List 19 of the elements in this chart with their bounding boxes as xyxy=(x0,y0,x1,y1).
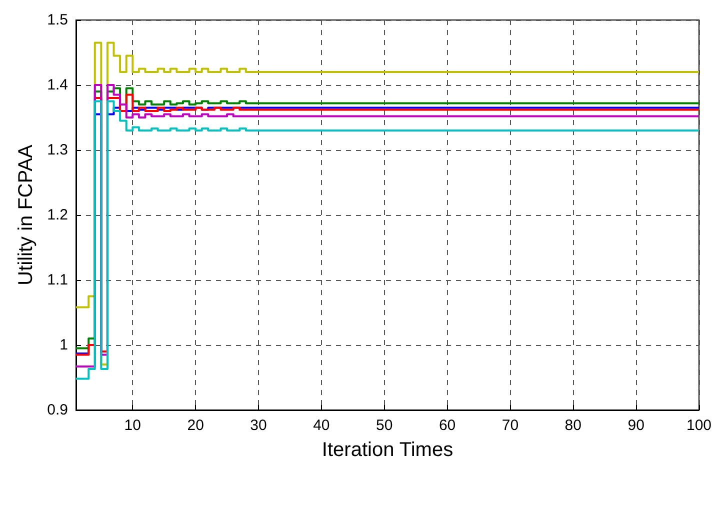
y-tick-label: 1.4 xyxy=(47,76,68,94)
x-tick-label: 40 xyxy=(313,417,330,434)
y-tick-label: 1.5 xyxy=(47,12,68,28)
y-tick-label: 1.3 xyxy=(47,142,68,158)
x-tick-label: 100 xyxy=(686,417,712,434)
y-tick-label: 1.1 xyxy=(47,272,68,288)
y-tick-label: 1 xyxy=(60,336,68,354)
x-tick-label: 70 xyxy=(502,417,519,434)
y-tick-label: 0.9 xyxy=(47,402,68,418)
x-tick-label: 10 xyxy=(124,417,141,434)
x-tick-label: 80 xyxy=(564,417,582,434)
x-axis-title: Iteration Times xyxy=(322,439,454,461)
x-tick-label: 60 xyxy=(438,417,456,434)
x-tick-label: 50 xyxy=(376,417,393,434)
x-tick-label: 20 xyxy=(187,417,204,434)
x-tick-label: 90 xyxy=(628,417,644,434)
x-tick-label: 30 xyxy=(250,417,267,434)
y-tick-label: 1.2 xyxy=(47,206,68,224)
y-axis-title: Utility in FCPAA xyxy=(15,144,37,286)
